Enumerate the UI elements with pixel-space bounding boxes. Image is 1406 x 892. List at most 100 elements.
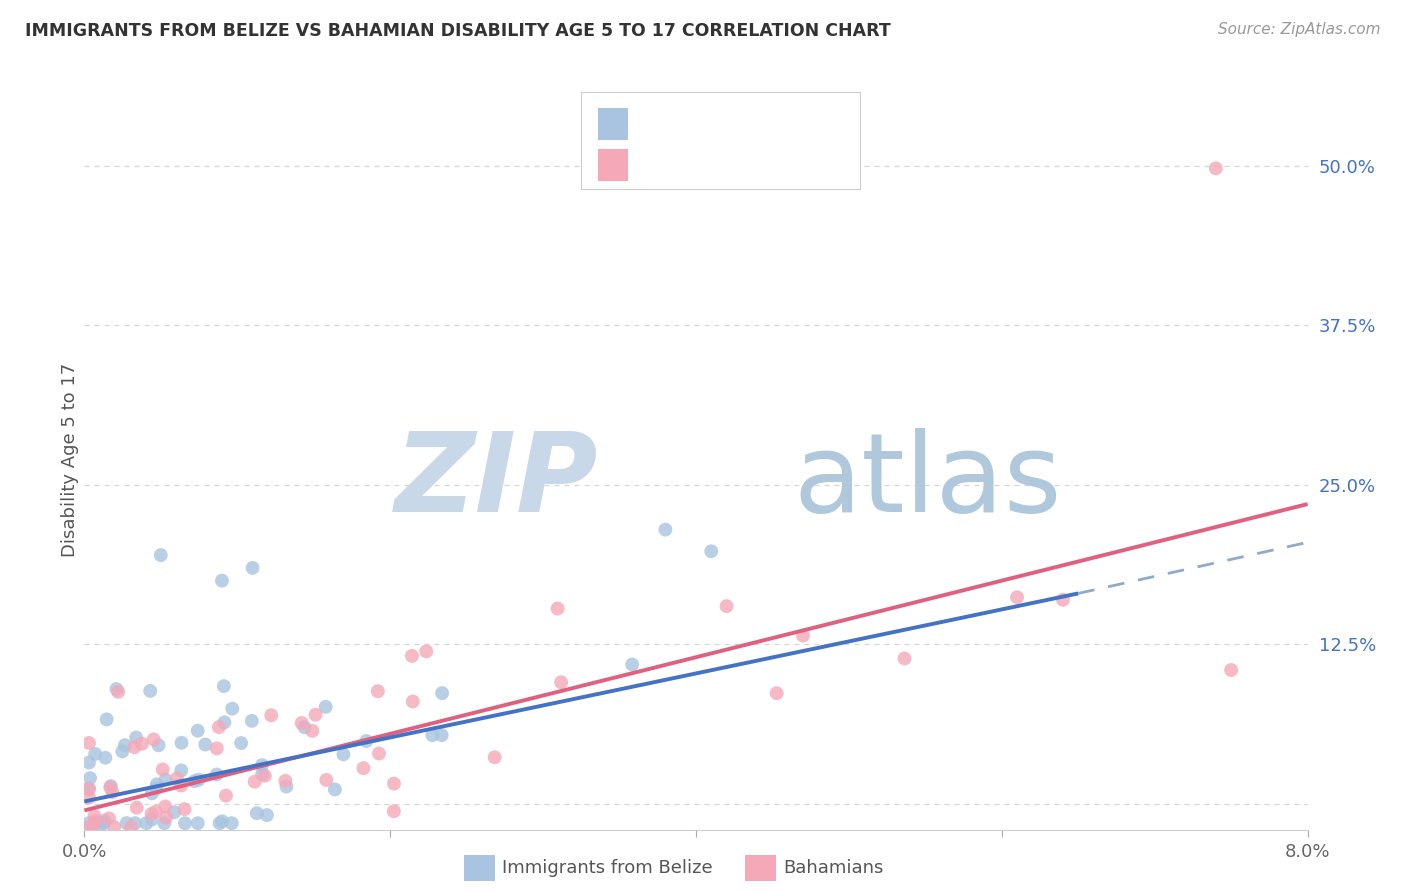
Point <box>153 816 176 830</box>
Point <box>253 769 276 783</box>
Point <box>83 809 105 823</box>
Point <box>301 723 323 738</box>
Point <box>401 648 423 663</box>
Point <box>93 816 115 830</box>
Point <box>115 816 138 830</box>
Point <box>205 767 228 781</box>
Point <box>765 686 787 700</box>
Text: Immigrants from Belize: Immigrants from Belize <box>502 859 713 877</box>
Point <box>194 738 217 752</box>
Point <box>211 814 233 829</box>
Point <box>141 786 163 800</box>
Point <box>120 820 142 834</box>
Point <box>1205 161 1227 176</box>
Point <box>183 774 205 789</box>
Point <box>215 789 238 803</box>
Point <box>187 723 209 738</box>
Point <box>221 701 243 715</box>
Text: atlas: atlas <box>794 428 1063 535</box>
Point <box>155 799 177 814</box>
Point <box>142 732 165 747</box>
Point <box>382 804 405 818</box>
Point <box>77 736 100 750</box>
Text: N = 64: N = 64 <box>766 114 830 132</box>
Point <box>242 561 264 575</box>
Point <box>547 601 569 615</box>
Point <box>174 816 197 830</box>
Point <box>1220 663 1243 677</box>
Point <box>166 772 188 786</box>
Point <box>221 816 243 830</box>
Point <box>148 739 170 753</box>
Point <box>208 816 231 830</box>
Point <box>155 811 177 825</box>
Point <box>229 736 252 750</box>
Point <box>100 779 122 793</box>
Point <box>124 816 146 830</box>
Point <box>93 814 115 828</box>
Point <box>716 599 738 614</box>
Point <box>214 715 236 730</box>
Point <box>332 747 354 762</box>
Point <box>146 777 169 791</box>
Point <box>211 574 233 588</box>
Point <box>77 820 100 834</box>
Point <box>170 779 193 793</box>
Point <box>304 707 326 722</box>
Point <box>415 644 437 658</box>
Text: IMMIGRANTS FROM BELIZE VS BAHAMIAN DISABILITY AGE 5 TO 17 CORRELATION CHART: IMMIGRANTS FROM BELIZE VS BAHAMIAN DISAB… <box>25 22 891 40</box>
Point <box>107 685 129 699</box>
Point <box>152 763 174 777</box>
Point <box>893 651 915 665</box>
Point <box>84 814 107 828</box>
Point <box>208 720 231 734</box>
Point <box>402 694 425 708</box>
Point <box>170 764 193 778</box>
Point <box>368 747 391 761</box>
Point <box>94 751 117 765</box>
Point <box>1005 591 1028 605</box>
Point <box>700 544 723 558</box>
Point <box>101 785 124 799</box>
Point <box>111 744 134 758</box>
Point <box>86 816 108 830</box>
Point <box>155 772 177 787</box>
Point <box>243 774 266 789</box>
Point <box>135 816 157 830</box>
Point <box>250 767 273 781</box>
Point <box>77 790 100 805</box>
Point <box>212 679 235 693</box>
Point <box>256 808 278 822</box>
Text: Source: ZipAtlas.com: Source: ZipAtlas.com <box>1218 22 1381 37</box>
Point <box>139 684 162 698</box>
Point <box>82 820 104 834</box>
Point <box>141 807 163 822</box>
Point <box>550 675 572 690</box>
Point <box>250 758 273 772</box>
Point <box>315 772 337 787</box>
Point <box>79 771 101 785</box>
Point <box>323 782 346 797</box>
Text: R = 0.390: R = 0.390 <box>637 114 727 132</box>
Point <box>382 776 405 790</box>
Point <box>291 716 314 731</box>
Text: Bahamians: Bahamians <box>783 859 883 877</box>
Point <box>173 802 195 816</box>
Point <box>170 736 193 750</box>
Point <box>1052 592 1074 607</box>
Text: R = 0.553: R = 0.553 <box>637 155 727 173</box>
Point <box>145 781 167 796</box>
Point <box>315 699 337 714</box>
Point <box>77 781 100 796</box>
Point <box>114 738 136 752</box>
Point <box>354 734 377 748</box>
Point <box>77 756 100 770</box>
Point <box>654 523 676 537</box>
Point <box>124 740 146 755</box>
Point <box>430 686 453 700</box>
Point <box>77 816 100 830</box>
Text: N = 55: N = 55 <box>766 155 830 173</box>
Point <box>276 780 298 794</box>
Point <box>145 805 167 819</box>
Point <box>90 816 112 830</box>
